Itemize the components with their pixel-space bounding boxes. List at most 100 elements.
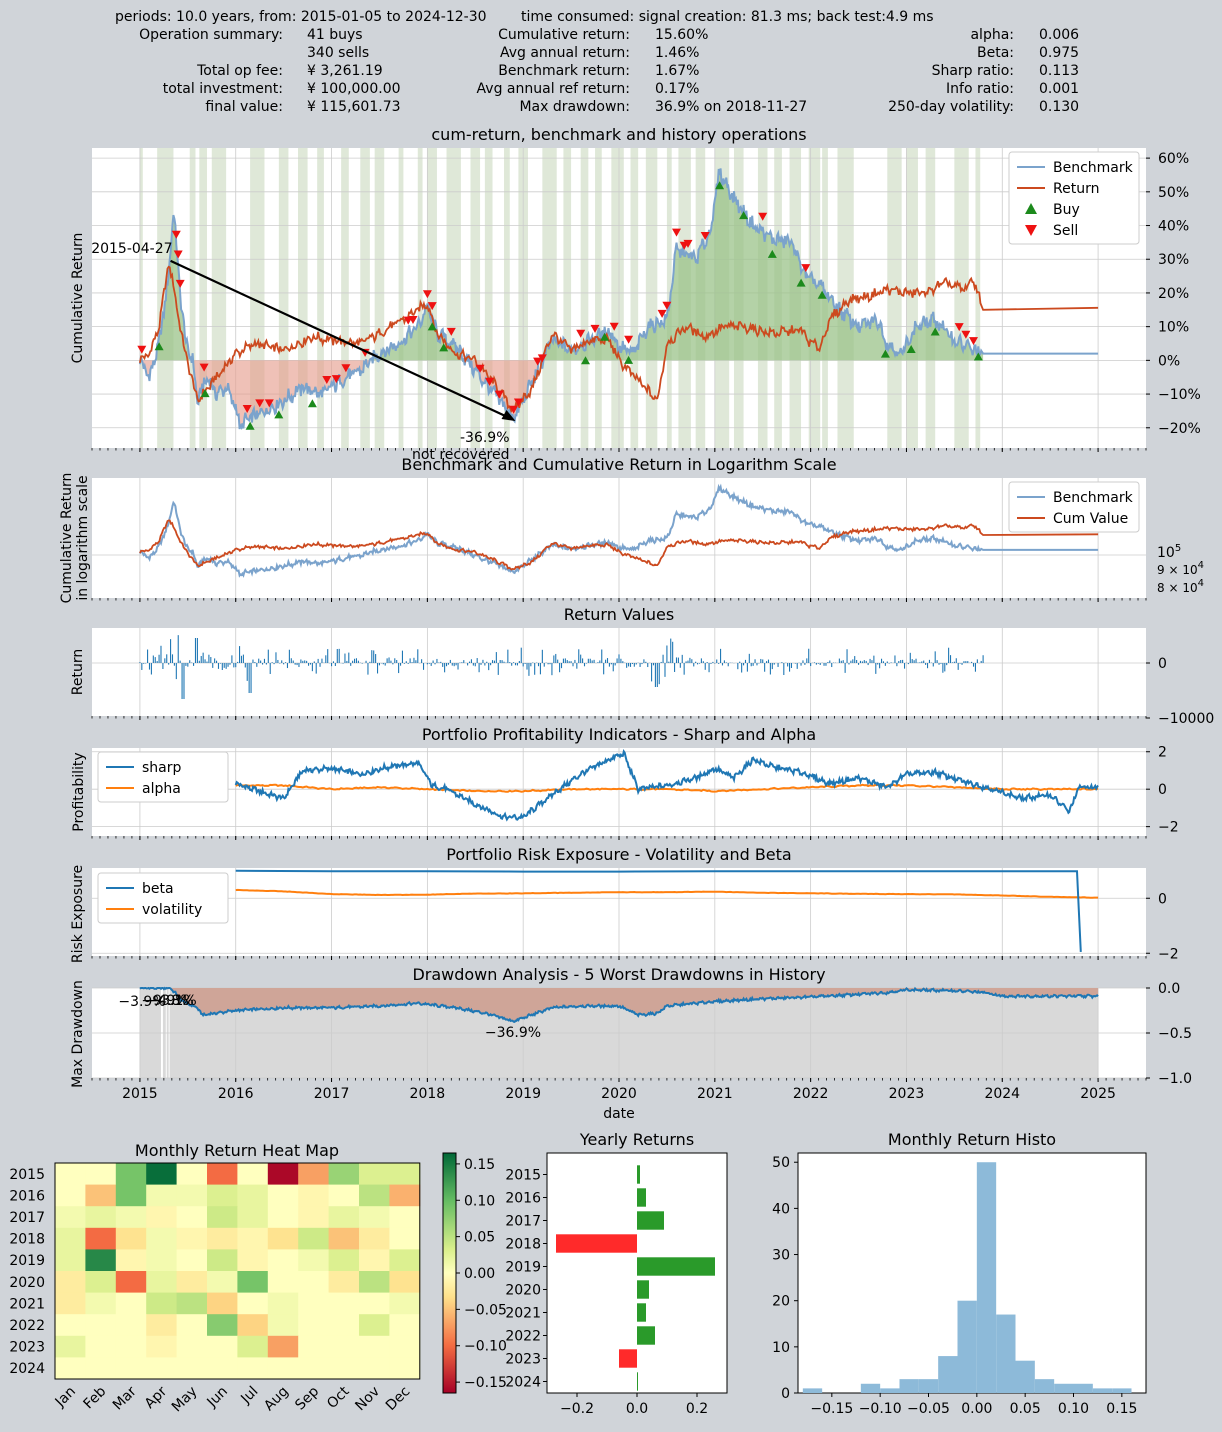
heatmap-cell (389, 1249, 421, 1272)
y-tick-label: −1.0 (1158, 1071, 1192, 1087)
cum-value-log-line (139, 519, 1099, 571)
sell-marker (700, 232, 710, 240)
histogram-bar (938, 1356, 958, 1393)
sell-marker (137, 345, 147, 354)
histogram-x-tick-label: −0.10 (859, 1401, 902, 1417)
x-tick-label: 2016 (218, 1086, 254, 1102)
yearly-bar (637, 1303, 646, 1322)
drawdown-line (139, 986, 1099, 1024)
heatmap-cell (207, 1271, 238, 1294)
summary-label: Total op fee: (196, 63, 283, 79)
yearly-bar (637, 1326, 655, 1345)
buy-marker (880, 349, 890, 358)
heatmap-cell (298, 1249, 330, 1272)
heatmap-cell (176, 1292, 208, 1315)
heatmap-cell (389, 1271, 421, 1294)
legend-box (1008, 151, 1140, 245)
summary-label: Max drawdown: (519, 99, 630, 115)
heatmap-cell (85, 1184, 117, 1207)
yearly-bar (637, 1257, 715, 1276)
sell-marker (485, 377, 495, 386)
sell-marker (175, 279, 185, 288)
heatmap-cell (207, 1163, 238, 1186)
heatmap-cell (85, 1335, 117, 1358)
x-tick-label: 2023 (889, 1086, 925, 1102)
heatmap-col-label: Mar (110, 1383, 140, 1413)
heatmap-cell (85, 1227, 117, 1250)
heatmap-cell (115, 1335, 147, 1358)
period-text: periods: 10.0 years, from: 2015-01-05 to… (115, 9, 487, 25)
yearly-bar (637, 1372, 638, 1391)
holding-band (975, 148, 981, 448)
holding-band (595, 148, 602, 448)
x-tick-label: 2024 (984, 1086, 1020, 1102)
x-tick-label: 2022 (793, 1086, 829, 1102)
holding-band (563, 148, 572, 448)
buy-marker (427, 322, 437, 331)
heatmap-cell (328, 1271, 360, 1294)
y-tick-label: −2 (1158, 946, 1179, 962)
heatmap-col-label: Aug (261, 1384, 292, 1415)
heatmap-cell (298, 1271, 330, 1294)
heatmap-row-label: 2021 (9, 1296, 45, 1312)
sell-marker (475, 364, 485, 373)
heatmap-cell (207, 1206, 238, 1229)
panel-title: Drawdown Analysis - 5 Worst Drawdowns in… (412, 965, 825, 984)
heatmap-cell (298, 1227, 330, 1250)
histogram-bar (802, 1388, 823, 1393)
sell-marker (422, 290, 432, 299)
sell-marker (341, 364, 351, 373)
histogram-y-tick-label: 50 (772, 1155, 790, 1171)
histogram-bar (1034, 1379, 1055, 1393)
heatmap-cell (176, 1357, 208, 1380)
yearly-category-label: 2023 (505, 1352, 541, 1368)
yearly-bar (637, 1165, 640, 1184)
yearly-category-label: 2016 (505, 1191, 541, 1207)
heatmap-cell (55, 1206, 86, 1229)
x-tick-label: 2020 (601, 1086, 637, 1102)
heatmap-row-label: 2024 (9, 1361, 45, 1377)
histogram-x-tick-label: 0.10 (1058, 1401, 1089, 1417)
summary-value: 1.67% (655, 63, 699, 79)
heatmap-cell (237, 1249, 269, 1272)
holding-band (360, 148, 370, 448)
legend-label: Sell (1053, 223, 1078, 239)
yearly-category-label: 2017 (505, 1214, 541, 1230)
y-tick-label: 0 (1158, 891, 1167, 907)
summary-value: 41 buys (307, 27, 363, 43)
x-tick-label: 2015 (122, 1086, 158, 1102)
heatmap-cell (176, 1206, 208, 1229)
heatmap-cell (237, 1184, 269, 1207)
heatmap-cell (267, 1227, 299, 1250)
legend-label: Buy (1053, 202, 1080, 218)
heatmap-cell (207, 1227, 238, 1250)
summary-label: Beta: (977, 45, 1014, 61)
summary-value: 0.975 (1039, 45, 1079, 61)
holding-band (139, 148, 143, 448)
buy-marker (817, 290, 827, 299)
drawdown-label: −3.9% (118, 994, 165, 1010)
y-tick-label: 10% (1158, 320, 1189, 336)
y-axis-label-line: Risk Exposure (70, 865, 86, 963)
heatmap-cell (298, 1314, 330, 1337)
heatmap-cell (146, 1163, 178, 1186)
buy-marker (245, 421, 255, 430)
volatility-line (235, 888, 1099, 899)
y-axis-label: Max Drawdown (70, 980, 86, 1088)
heatmap-cell (359, 1357, 390, 1380)
time-consumed-text: time consumed: signal creation: 81.3 ms;… (521, 9, 934, 25)
sell-marker (758, 212, 768, 221)
drawdown-label: −36.9% (485, 1025, 541, 1041)
y-tick-label: 2 (1158, 745, 1167, 761)
heatmap-row-label: 2015 (9, 1167, 45, 1183)
y-axis-label-line: in logarithm scale (75, 475, 91, 600)
heatmap-col-label: Jan (52, 1384, 79, 1411)
heatmap-frame (54, 1162, 421, 1380)
heatmap-cell (267, 1335, 299, 1358)
legend-box (1008, 481, 1140, 533)
sell-marker (427, 302, 437, 311)
heatmap-cell (389, 1227, 421, 1250)
heatmap-col-label: Dec (383, 1384, 413, 1414)
histogram-bar (1015, 1360, 1035, 1393)
